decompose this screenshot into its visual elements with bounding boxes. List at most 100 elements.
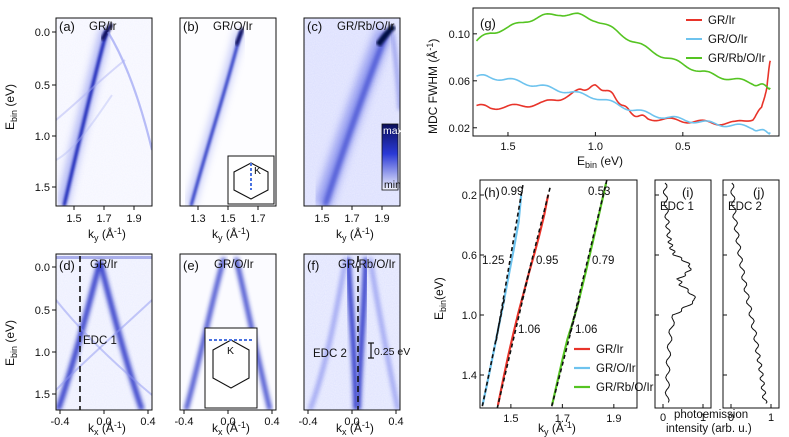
series-line-blue <box>476 74 771 135</box>
x-tick-label: 1.5 <box>66 213 81 225</box>
x-tick-label: 0.5 <box>675 141 690 153</box>
panel-h-label: (h) <box>484 185 500 200</box>
x-tick-label: 1.7 <box>555 413 570 425</box>
y-tick-label: 0.6 <box>462 250 477 262</box>
colorbar: max min <box>381 123 404 191</box>
y-tick-label: 0.2 <box>462 190 477 202</box>
x-tick-label: 1.7 <box>344 213 359 225</box>
sample-name-top: GR/O/Ir <box>213 21 253 33</box>
legend-label: GR/Rb/O/Ir <box>596 382 654 394</box>
x-tick-label: 0.4 <box>388 416 403 428</box>
x-tick-label: 1 <box>700 412 706 424</box>
x-tick-label: 1.5 <box>503 413 518 425</box>
y-tick-label: 0.02 <box>449 123 470 135</box>
g-x-axis-label: Ebin (eV) <box>577 154 623 170</box>
x-tick-label: 0.4 <box>140 416 155 428</box>
ij-x-axis-label-line2: intensity (arb. u.) <box>666 423 752 435</box>
edc2-annotation: EDC 2 <box>313 348 347 360</box>
k-point-label-b: K <box>254 165 261 177</box>
legend-label: GR/O/Ir <box>596 363 636 375</box>
panel-label-bottom: (d) <box>59 258 75 273</box>
fit-dashed-line <box>521 187 551 301</box>
fit-dashed-line <box>496 262 533 408</box>
hexagon-bz <box>233 162 269 200</box>
x-tick-label: 0.0 <box>344 416 359 428</box>
x-tick-label: 1.0 <box>588 141 603 153</box>
edc-title: EDC 1 <box>660 201 694 213</box>
panel-label-bottom: (e) <box>183 258 199 273</box>
panel-f-arpes-gr-rb-o-ir <box>303 253 401 411</box>
ij-x-axis-label-line1: photoemission <box>674 409 748 421</box>
bz-inset-b: K <box>227 155 275 205</box>
kx-axis-label-f: kx (Å-1) <box>336 420 374 437</box>
panel-g-legend: GR/Ir GR/O/Ir GR/Rb/O/Ir <box>686 15 766 65</box>
panel-label-top: (c) <box>307 19 322 34</box>
slope-label: 0.79 <box>592 255 614 267</box>
panel-h-legend: GR/Ir GR/O/Ir GR/Rb/O/Ir <box>574 344 654 394</box>
fit-dashed-line <box>495 184 524 341</box>
ky-axis-label-c: ky (Å-1) <box>336 226 374 243</box>
y-tick-label: 1.0 <box>35 131 50 143</box>
panel-g-mdc-fwhm-plot: 1.5 1.0 0.5 0.02 0.06 0.10 (g) Ebin (eV) MDC … <box>425 7 780 170</box>
x-tick-label: 0.0 <box>220 416 235 428</box>
y-tick-label: 0.0 <box>35 27 50 39</box>
x-tick-label: 1.5 <box>220 213 235 225</box>
panel-label-top: (b) <box>183 19 199 34</box>
y-tick-label: 0.06 <box>449 76 470 88</box>
legend-label: GR/Ir <box>708 15 736 27</box>
ebin-axis-label-top: Ebin (eV) <box>3 84 19 130</box>
edc1-annotation: EDC 1 <box>83 335 117 347</box>
legend-label: GR/O/Ir <box>708 34 748 46</box>
ky-axis-label-a: ky (Å-1) <box>88 226 126 243</box>
slope-label: 0.99 <box>501 186 523 198</box>
x-tick-label: -0.4 <box>299 416 318 428</box>
x-tick-label: 1.7 <box>250 213 265 225</box>
panel-j-label: (j) <box>753 185 765 200</box>
y-tick-label: 0.0 <box>35 262 50 274</box>
panel-d-arpes-gr-ir <box>55 253 153 411</box>
panel-label-bottom: (f) <box>307 258 319 273</box>
y-tick-label: 1.0 <box>35 347 50 359</box>
x-tick-label: 1.9 <box>374 213 389 225</box>
y-tick-label: 0.5 <box>35 305 50 317</box>
legend-label: GR/Rb/O/Ir <box>708 53 766 65</box>
series-line-red <box>476 60 772 126</box>
slope-label: 1.06 <box>518 324 540 336</box>
sample-name-top: GR/Ir <box>89 21 117 33</box>
x-tick-label: 1.5 <box>500 141 515 153</box>
sample-name-top: GR/Rb/O/Ir <box>337 21 395 33</box>
g-y-axis-label: MDC FWHM (Å-1) <box>425 39 440 134</box>
kx-axis-label-e: kx (Å-1) <box>212 420 250 437</box>
y-tick-label: 0.10 <box>449 29 470 41</box>
ebin-axis-label-bottom: Ebin (eV) <box>3 320 19 366</box>
y-tick-label: 1.5 <box>35 389 50 401</box>
x-tick-label: 0 <box>728 412 734 424</box>
slope-label: 0.53 <box>588 186 610 198</box>
edc-title: EDC 2 <box>728 201 762 213</box>
y-tick-label: 1.0 <box>462 310 477 322</box>
bz-inset-e: K <box>204 327 258 409</box>
k-point-label-e: K <box>227 345 234 357</box>
slope-label: 1.06 <box>575 324 597 336</box>
panel-g-label: (g) <box>480 16 496 31</box>
colorbar-gradient <box>381 123 399 191</box>
panel-i-label: (i) <box>682 185 694 200</box>
y-tick-label: 0.5 <box>35 80 50 92</box>
fit-dashed-line <box>481 296 506 408</box>
x-tick-label: 1.7 <box>96 213 111 225</box>
x-tick-label: 0.0 <box>96 416 111 428</box>
slope-label: 0.95 <box>536 255 558 267</box>
x-tick-label: 0 <box>660 412 666 424</box>
x-tick-label: -0.4 <box>175 416 194 428</box>
legend-label: GR/Ir <box>596 344 624 356</box>
x-tick-label: 1.3 <box>190 213 205 225</box>
edc-curve <box>662 182 696 403</box>
panel-h-band-dispersion-plot: 1.5 1.7 1.9 0.2 0.6 1.0 1.4 (h) ky (Å-1) Ebin(… <box>432 179 654 437</box>
kx-axis-label-d: kx (Å-1) <box>88 420 126 437</box>
colorbar-max-label: max <box>383 125 404 137</box>
series-line-green <box>475 12 771 91</box>
x-tick-label: -0.4 <box>51 416 70 428</box>
x-tick-label: 1.9 <box>126 213 141 225</box>
sample-name-bottom: GR/Ir <box>90 259 118 271</box>
